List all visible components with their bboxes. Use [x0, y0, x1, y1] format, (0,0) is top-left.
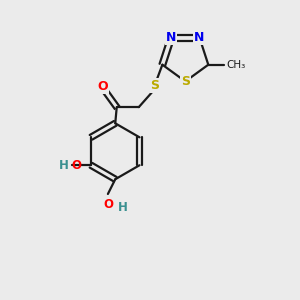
Text: S: S	[181, 75, 190, 88]
Text: O: O	[71, 159, 81, 172]
Text: N: N	[166, 31, 176, 44]
Text: S: S	[151, 80, 160, 92]
Text: H: H	[58, 159, 68, 172]
Text: O: O	[103, 198, 113, 212]
Text: H: H	[118, 201, 128, 214]
Text: O: O	[98, 80, 108, 93]
Text: CH₃: CH₃	[226, 60, 245, 70]
Text: N: N	[194, 31, 205, 44]
